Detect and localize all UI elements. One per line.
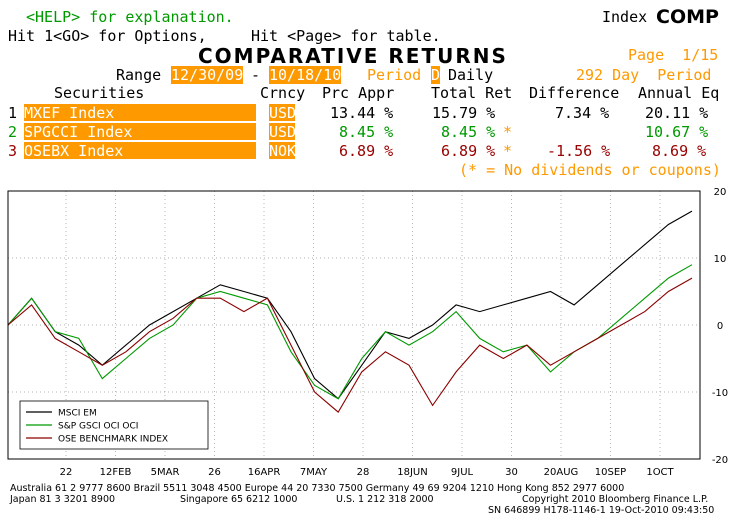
col-prc-appr: Prc Appr <box>322 84 395 102</box>
total-ret-value: 15.79 % <box>432 104 496 122</box>
x-tick-label: 5MAR <box>151 467 180 478</box>
currency-field[interactable]: USD <box>269 123 297 141</box>
row-number: 1 <box>8 104 18 122</box>
legend-label: S&P GSCI OCI OCI <box>58 422 138 432</box>
dividends-note: (* = No dividends or coupons) <box>459 161 721 179</box>
range-dash: - <box>251 66 261 84</box>
options-hint[interactable]: Hit 1<GO> for Options, <box>8 27 207 45</box>
total-ret-value: 6.89 % <box>441 142 496 160</box>
period-label: Period <box>367 66 422 84</box>
annual-eq-value: 20.11 % <box>645 104 709 122</box>
currency-field[interactable]: NOK <box>269 142 297 160</box>
comparative-returns-chart: 20 10 0 -10 -20 22 12FEB 5MAR 26 16APR 7MAY 28 18JU… <box>7 187 728 478</box>
x-tick-label: 22 <box>60 467 73 478</box>
page-title: COMPARATIVE RETURNS <box>198 44 508 68</box>
annual-eq-value: 10.67 % <box>645 123 709 141</box>
x-tick-label: 26 <box>208 467 221 478</box>
annual-eq-value: 8.69 % <box>652 142 707 160</box>
col-total-ret: Total Ret <box>431 84 513 102</box>
page-hint[interactable]: Hit <Page> for table. <box>251 27 441 45</box>
security-row-spgcci[interactable]: SPGCCI Index <box>24 123 256 141</box>
index-ticker: COMP <box>656 6 719 28</box>
contact-numbers: Australia 61 2 9777 8600 Brazil 5511 304… <box>10 483 625 494</box>
x-tick-label: 28 <box>357 467 370 478</box>
contact-us: U.S. 1 212 318 2000 <box>336 494 434 505</box>
y-tick-label: 10 <box>714 254 727 265</box>
y-tick-label: 20 <box>714 187 727 198</box>
x-tick-label: 30 <box>505 467 518 478</box>
y-tick-label: -20 <box>712 455 728 466</box>
security-name[interactable]: SPGCCI Index <box>24 123 133 141</box>
row-number: 3 <box>8 142 18 160</box>
help-link[interactable]: <HELP> for explanation. <box>26 8 234 26</box>
row-number: 2 <box>8 123 18 141</box>
total-ret-value: 8.45 % <box>441 123 496 141</box>
chart-legend: MSCI EM S&P GSCI OCI OCI OSE BENCHMARK IND… <box>19 400 209 450</box>
y-tick-label: 0 <box>717 321 723 332</box>
col-securities: Securities <box>54 84 145 102</box>
day-period: 292 Day Period <box>576 66 712 84</box>
x-tick-label: 10SEP <box>595 467 626 478</box>
y-axis-ticks: 20 10 0 -10 -20 <box>712 187 728 466</box>
y-tick-label: -10 <box>712 388 728 399</box>
period-code-field[interactable]: D <box>431 66 441 84</box>
x-tick-label: 20AUG <box>544 467 579 478</box>
range-start-field[interactable]: 12/30/09 <box>171 66 244 84</box>
prc-appr-value: 6.89 % <box>339 142 394 160</box>
security-name[interactable]: MXEF Index <box>24 104 115 122</box>
range-label: Range <box>116 66 162 84</box>
copyright: Copyright 2010 Bloomberg Finance L.P. <box>522 494 709 505</box>
x-tick-label: 7MAY <box>300 467 328 478</box>
range-end-field[interactable]: 10/18/10 <box>269 66 342 84</box>
currency-field[interactable]: USD <box>269 104 297 122</box>
series-line-1 <box>7 210 693 400</box>
series-line-2 <box>7 264 693 400</box>
x-tick-label: 9JUL <box>451 467 474 478</box>
series-line-3 <box>7 277 693 413</box>
x-tick-label: 18JUN <box>397 467 427 478</box>
security-row-osebx[interactable]: OSEBX Index <box>24 142 256 160</box>
contact-japan: Japan 81 3 3201 8900 <box>10 494 116 505</box>
no-dividends-mark: * <box>503 123 513 141</box>
security-row-mxef[interactable]: MXEF Index <box>24 104 256 122</box>
page-indicator[interactable]: Page 1/15 <box>628 46 719 64</box>
x-tick-label: 1OCT <box>646 467 674 478</box>
prc-appr-value: 13.44 % <box>330 104 394 122</box>
series-lines <box>7 210 693 413</box>
difference-value: 7.34 % <box>555 104 610 122</box>
col-crncy: Crncy <box>260 84 306 102</box>
legend-label: OSE BENCHMARK INDEX <box>58 435 168 445</box>
x-axis-ticks: 22 12FEB 5MAR 26 16APR 7MAY 28 18JUN 9JUL 30 20AUG… <box>60 467 675 478</box>
contact-singapore: Singapore 65 6212 1000 <box>180 494 298 505</box>
prc-appr-value: 8.45 % <box>339 123 394 141</box>
plot-frame <box>7 190 701 460</box>
col-difference: Difference <box>529 84 620 102</box>
col-annual-eq: Annual Eq <box>638 84 720 102</box>
difference-value: -1.56 % <box>547 142 611 160</box>
session-info: SN 646899 H178-1146-1 19-Oct-2010 09:43:… <box>488 505 715 516</box>
legend-label: MSCI EM <box>58 409 97 419</box>
security-name[interactable]: OSEBX Index <box>24 142 124 160</box>
period-value: Daily <box>448 66 494 84</box>
gridlines <box>8 190 700 460</box>
x-tick-label: 12FEB <box>100 467 132 478</box>
no-dividends-mark: * <box>503 142 513 160</box>
x-tick-label: 16APR <box>248 467 281 478</box>
index-label: Index <box>602 8 648 26</box>
